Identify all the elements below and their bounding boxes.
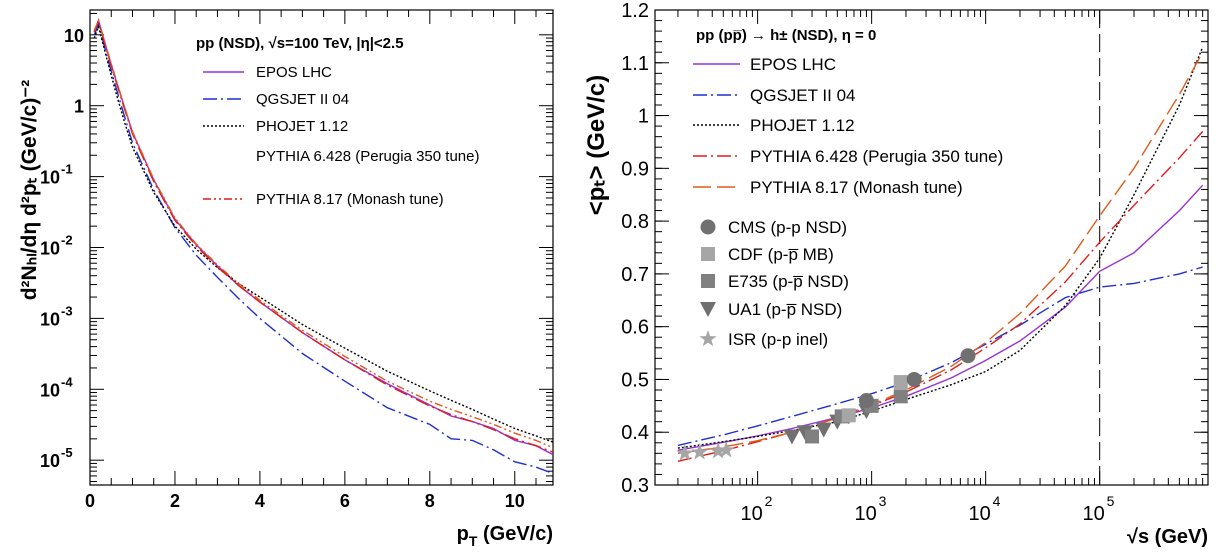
series-line-epos-lhc — [677, 184, 1204, 451]
legend-marker — [699, 330, 717, 347]
legend-label: QGSJET II 04 — [750, 86, 856, 105]
y-tick-exponent: -5 — [61, 445, 73, 460]
x-tick-label: 2 — [170, 491, 180, 511]
data-point — [858, 393, 874, 409]
data-point — [717, 441, 735, 458]
y-tick-label: 0.4 — [621, 422, 649, 444]
legend-label: EPOS LHC — [750, 55, 836, 74]
legend-marker — [700, 302, 716, 317]
y-tick-label: 0.6 — [621, 317, 649, 339]
legend-label: ISR (p-p inel) — [728, 330, 828, 349]
legend-label: QGSJET II 04 — [256, 91, 349, 108]
legend-label: PHOJET 1.12 — [750, 116, 855, 135]
series-line-pythia-6-428-perugia-350-tune- — [677, 130, 1204, 462]
panel-annotation: pp (NSD), √s=100 TeV, |η|<2.5 — [196, 35, 404, 52]
legend-label: PYTHIA 6.428 (Perugia 350 tune) — [750, 147, 1003, 166]
x-axis-title: pT (GeV/c) — [457, 523, 553, 549]
y-tick-label: 1.1 — [621, 53, 649, 75]
data-point — [805, 429, 820, 444]
y-tick-exponent: -1 — [61, 162, 73, 177]
x-tick-exponent: 5 — [1107, 493, 1115, 509]
series-line-pythia-8-17-monash-tune- — [93, 18, 553, 449]
y-tick-label: 1 — [74, 97, 84, 117]
series-line-pythia-8-17-monash-tune- — [677, 51, 1204, 454]
x-tick-exponent: 4 — [993, 493, 1001, 509]
y-tick-label: 1.2 — [621, 0, 649, 22]
data-point — [815, 422, 832, 438]
x-tick-label: 4 — [255, 491, 265, 511]
x-tick-label: 10 — [969, 503, 991, 525]
series-line-pythia-6-428-perugia-350-tune- — [93, 19, 553, 453]
legend-marker — [700, 219, 716, 235]
data-point — [893, 375, 908, 390]
legend-label: CMS (p-p NSD) — [728, 218, 847, 237]
y-tick-exponent: -3 — [61, 303, 73, 318]
legend-marker — [701, 247, 715, 261]
x-axis-title: √s (GeV) — [1127, 526, 1208, 548]
y-axis-title: d²Nₕₗ/dη d²pₜ (GeV/c)⁻² — [18, 80, 41, 301]
x-tick-exponent: 3 — [879, 493, 887, 509]
y-tick-exponent: -2 — [61, 233, 73, 248]
y-tick-label: 0.8 — [621, 211, 649, 233]
y-tick-label: 0.9 — [621, 158, 649, 180]
y-tick-label: 10 — [40, 239, 60, 259]
x-tick-label: 10 — [505, 491, 525, 511]
y-tick-label: 10 — [40, 168, 60, 188]
y-tick-label: 0.7 — [621, 264, 649, 286]
x-tick-label: 10 — [855, 503, 877, 525]
data-point — [960, 348, 976, 364]
y-tick-exponent: -4 — [61, 374, 73, 389]
x-tick-label: 10 — [1083, 503, 1105, 525]
y-tick-label: 10 — [40, 380, 60, 400]
right-chart-panel: 1021031041050.30.40.50.60.70.80.911.11.2… — [583, 0, 1209, 548]
data-point — [783, 429, 800, 445]
legend-label: PYTHIA 8.17 (Monash tune) — [256, 191, 444, 208]
x-tick-label: 0 — [85, 491, 95, 511]
series-line-qgsjet-ii-04 — [677, 266, 1203, 447]
legend-label: UA1 (p-p̅ NSD) — [728, 300, 842, 319]
legend-label: CDF (p-p̅ MB) — [728, 245, 834, 264]
data-point — [906, 371, 922, 387]
x-tick-label: 8 — [425, 491, 435, 511]
series-line-phojet-1-12 — [677, 46, 1204, 449]
series-line-qgsjet-ii-04 — [93, 22, 553, 475]
y-tick-label: 10 — [40, 309, 60, 329]
y-tick-label: 10 — [64, 26, 84, 46]
legend-label: PYTHIA 6.428 (Perugia 350 tune) — [256, 148, 479, 165]
x-tick-label: 6 — [340, 491, 350, 511]
x-tick-label: 10 — [740, 503, 762, 525]
series-line-epos-lhc — [93, 18, 553, 456]
y-tick-label: 1 — [638, 106, 649, 128]
data-point — [841, 408, 856, 423]
right-plot-frame — [654, 9, 1209, 486]
panel-annotation: pp (pp̅) → h± (NSD), η = 0 — [696, 27, 876, 44]
data-point — [676, 444, 694, 461]
left-plot-frame — [89, 9, 554, 486]
legend-label: PYTHIA 8.17 (Monash tune) — [750, 178, 963, 197]
y-tick-label: 0.3 — [621, 475, 649, 497]
data-point — [691, 443, 709, 460]
legend-label: EPOS LHC — [256, 64, 332, 81]
x-tick-exponent: 2 — [765, 493, 773, 509]
data-point — [893, 389, 908, 404]
legend-marker — [701, 274, 715, 288]
y-tick-label: 0.5 — [621, 369, 649, 391]
series-line-phojet-1-12 — [93, 24, 553, 443]
legend-label: PHOJET 1.12 — [256, 118, 348, 135]
legend-label: E735 (p-p̅ NSD) — [728, 272, 849, 291]
y-tick-label: 10 — [40, 451, 60, 471]
y-axis-title: <pₜ> (GeV/c) — [583, 75, 610, 215]
data-point — [796, 425, 813, 441]
data-point — [709, 442, 727, 459]
